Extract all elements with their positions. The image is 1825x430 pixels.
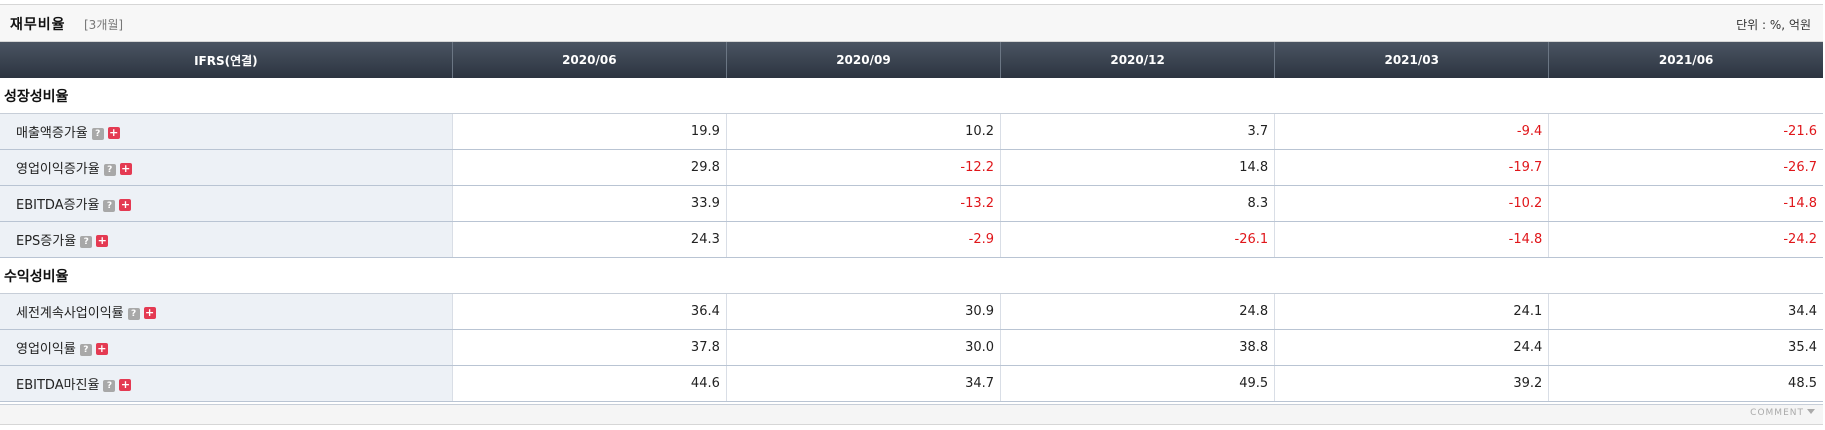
row-label-cell: 매출액증가율? + xyxy=(0,113,453,150)
row-label-cell: EBITDA증가율? + xyxy=(0,185,453,222)
footer-bar: COMMENT xyxy=(0,404,1823,425)
row-label: 매출액증가율 xyxy=(16,126,88,141)
plus-icon[interactable]: + xyxy=(143,306,156,319)
value-cell: 37.8 xyxy=(451,329,727,366)
row-label-cell: 세전계속사업이익률? + xyxy=(0,293,453,330)
question-icon[interactable]: ? xyxy=(91,128,104,140)
value-cell: 34.7 xyxy=(725,365,1001,402)
value-cell: 14.8 xyxy=(1000,149,1275,186)
triangle-down-icon xyxy=(1807,409,1815,414)
value-cell: -19.7 xyxy=(1274,149,1549,186)
value-cell: -10.2 xyxy=(1274,185,1549,222)
value-cell: -21.6 xyxy=(1548,113,1823,150)
row-label: EPS증가율 xyxy=(16,234,77,249)
column-header-period: 2020/09 xyxy=(725,42,1001,78)
value-cell: 38.8 xyxy=(1000,329,1275,366)
value-cell: 48.5 xyxy=(1548,365,1823,402)
column-header-period: 2021/03 xyxy=(1274,42,1549,78)
comment-label: COMMENT xyxy=(1750,408,1804,418)
value-cell: 3.7 xyxy=(1000,113,1275,150)
table-row: EBITDA마진율? +44.6 34.7 49.5 39.2 48.5 xyxy=(0,365,1823,402)
value-cell: 44.6 xyxy=(451,365,727,402)
row-label-cell: EBITDA마진율? + xyxy=(0,365,453,402)
row-label: 영업이익증가율 xyxy=(16,162,100,177)
value-cell: 30.0 xyxy=(725,329,1001,366)
section-title: 성장성비율 xyxy=(0,78,1823,114)
value-cell: -9.4 xyxy=(1274,113,1549,150)
value-cell: 49.5 xyxy=(1000,365,1275,402)
value-cell: 24.4 xyxy=(1274,329,1549,366)
value-cell: 36.4 xyxy=(451,293,727,330)
question-icon[interactable]: ? xyxy=(79,344,92,356)
value-cell: 33.9 xyxy=(451,185,727,222)
value-cell: -24.2 xyxy=(1548,221,1823,258)
section-row: 수익성비율 xyxy=(0,257,1823,294)
question-icon[interactable]: ? xyxy=(103,380,116,392)
section-title: 수익성비율 xyxy=(0,257,1823,294)
value-cell: -14.8 xyxy=(1274,221,1549,258)
value-cell: 29.8 xyxy=(451,149,727,186)
value-cell: -2.9 xyxy=(725,221,1001,258)
ratio-table: IFRS(연결) 2020/06 2020/09 2020/12 2021/03… xyxy=(0,42,1823,402)
value-cell: -14.8 xyxy=(1548,185,1823,222)
table-row: EBITDA증가율? +33.9 -13.2 8.3 -10.2 -14.8 xyxy=(0,185,1823,222)
value-cell: 24.3 xyxy=(451,221,727,258)
value-cell: 24.1 xyxy=(1274,293,1549,330)
period-label: [3개월] xyxy=(84,18,124,32)
value-cell: 39.2 xyxy=(1274,365,1549,402)
plus-icon[interactable]: + xyxy=(119,162,132,175)
question-icon[interactable]: ? xyxy=(127,308,140,320)
question-icon[interactable]: ? xyxy=(103,164,116,176)
row-label-cell: 영업이익증가율? + xyxy=(0,149,453,186)
comment-toggle[interactable]: COMMENT xyxy=(1750,408,1815,418)
row-label: EBITDA마진율 xyxy=(16,378,100,393)
value-cell: 34.4 xyxy=(1548,293,1823,330)
row-label: 세전계속사업이익률 xyxy=(16,306,124,321)
value-cell: 24.8 xyxy=(1000,293,1275,330)
value-cell: 19.9 xyxy=(451,113,727,150)
plus-icon[interactable]: + xyxy=(96,234,109,247)
table-header: IFRS(연결) 2020/06 2020/09 2020/12 2021/03… xyxy=(0,42,1823,78)
table-row: 세전계속사업이익률? +36.4 30.9 24.8 24.1 34.4 xyxy=(0,293,1823,330)
value-cell: -13.2 xyxy=(725,185,1001,222)
plus-icon[interactable]: + xyxy=(107,126,120,139)
column-header-period: 2021/06 xyxy=(1548,42,1823,78)
title-bar: 재무비율 [3개월] 단위 : %, 억원 xyxy=(0,4,1823,42)
plus-icon[interactable]: + xyxy=(119,198,132,211)
row-label-cell: 영업이익률? + xyxy=(0,329,453,366)
column-header-period: 2020/06 xyxy=(451,42,727,78)
table-body: 성장성비율 매출액증가율? +19.9 10.2 3.7 -9.4 -21.6 영업이익증가율… xyxy=(0,78,1823,402)
table-row: 영업이익률? +37.8 30.0 38.8 24.4 35.4 xyxy=(0,329,1823,366)
value-cell: 10.2 xyxy=(725,113,1001,150)
unit-label: 단위 : %, 억원 xyxy=(1736,18,1811,32)
plus-icon[interactable]: + xyxy=(95,342,108,355)
row-label-cell: EPS증가율? + xyxy=(0,221,453,258)
value-cell: -26.1 xyxy=(1000,221,1275,258)
column-header-period: 2020/12 xyxy=(1000,42,1275,78)
value-cell: 8.3 xyxy=(1000,185,1275,222)
panel-title: 재무비율 xyxy=(10,17,66,33)
value-cell: 35.4 xyxy=(1548,329,1823,366)
table-row: 매출액증가율? +19.9 10.2 3.7 -9.4 -21.6 xyxy=(0,113,1823,150)
question-icon[interactable]: ? xyxy=(80,236,93,248)
section-row: 성장성비율 xyxy=(0,78,1823,114)
row-label: EBITDA증가율 xyxy=(16,198,100,213)
row-label: 영업이익률 xyxy=(16,342,76,357)
table-row: EPS증가율? +24.3 -2.9 -26.1 -14.8 -24.2 xyxy=(0,221,1823,258)
value-cell: 30.9 xyxy=(725,293,1001,330)
question-icon[interactable]: ? xyxy=(103,200,116,212)
value-cell: -12.2 xyxy=(725,149,1001,186)
column-header-basis: IFRS(연결) xyxy=(0,42,453,78)
value-cell: -26.7 xyxy=(1548,149,1823,186)
table-row: 영업이익증가율? +29.8 -12.2 14.8 -19.7 -26.7 xyxy=(0,149,1823,186)
plus-icon[interactable]: + xyxy=(119,378,132,391)
